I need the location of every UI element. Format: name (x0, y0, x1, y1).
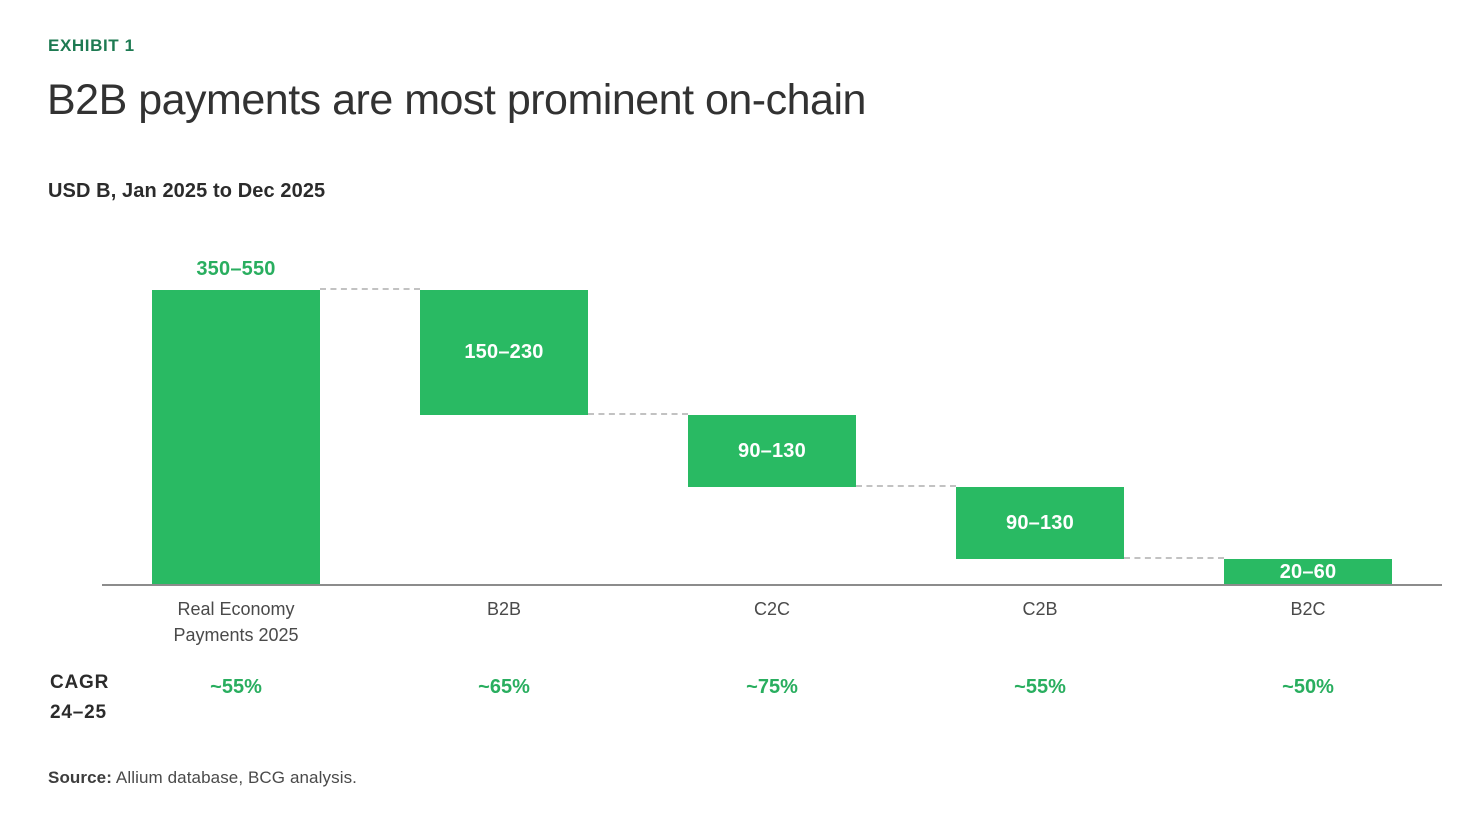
step-connector (588, 412, 688, 415)
waterfall-bar (956, 486, 1124, 559)
waterfall-bar (688, 414, 856, 487)
x-axis-label: C2B (1022, 599, 1058, 619)
step-connector (1124, 556, 1224, 559)
cagr-value: ~65% (478, 676, 530, 698)
bar-value-label: 150–230 (464, 341, 544, 363)
bar-value-label: 90–130 (1006, 511, 1074, 534)
cagr-value: ~75% (746, 676, 798, 698)
cagr-value: ~55% (1014, 676, 1066, 698)
waterfall-bar (152, 290, 320, 585)
x-axis-line (102, 584, 1442, 586)
bar-value-label: 90–130 (738, 439, 806, 462)
page-title: B2B payments are most prominent on-chain (47, 76, 866, 124)
cagr-value: ~50% (1282, 676, 1334, 698)
x-axis-label: B2B (486, 599, 522, 619)
waterfall-bar (420, 290, 588, 415)
x-axis-label: C2C (753, 599, 790, 619)
source-text: Allium database, BCG analysis. (112, 768, 357, 787)
waterfall-bar (1224, 558, 1392, 585)
cagr-row-label: CAGR 24–25 (50, 672, 110, 723)
x-axis-label: Real Economy Payments 2025 (173, 599, 299, 645)
chart-subtitle: USD B, Jan 2025 to Dec 2025 (48, 180, 326, 202)
exhibit-label: EXHIBIT 1 (48, 36, 135, 55)
bar-value-label: 20–60 (1279, 560, 1337, 583)
x-axis-label: B2C (1290, 599, 1326, 619)
source-label: Source: (48, 768, 112, 787)
cagr-value: ~55% (210, 676, 262, 698)
step-connector (856, 484, 956, 487)
source-line: Source: Allium database, BCG analysis. (48, 768, 357, 788)
step-connector (320, 288, 420, 290)
bar-value-label: 350–550 (196, 258, 276, 280)
